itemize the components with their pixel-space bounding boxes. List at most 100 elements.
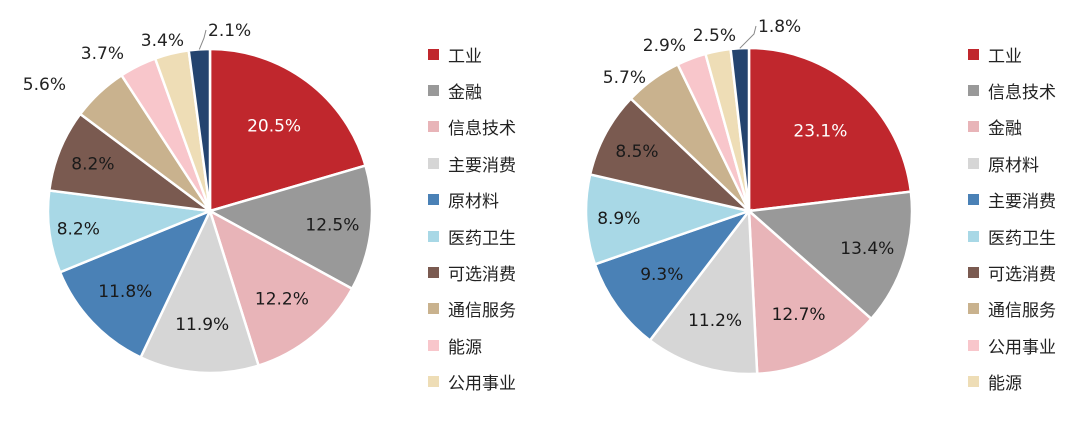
legend-label: 能源 xyxy=(988,374,1022,395)
data-label-chart1-4: 11.8% xyxy=(98,282,152,302)
legend-chart-1: 工业金融信息技术主要消费原材料医药卫生可选消费通信服务能源公用事业 xyxy=(428,36,516,400)
legend-swatch xyxy=(428,85,439,97)
pie-slice-chart1-2 xyxy=(207,208,354,368)
legend-item-chart1-8: 能源 xyxy=(428,327,516,363)
legend-label: 工业 xyxy=(988,46,1022,67)
data-label-chart2-2: 12.7% xyxy=(772,305,826,325)
data-label-chart2-9: 2.5% xyxy=(693,26,736,46)
legend-label: 原材料 xyxy=(448,192,499,213)
legend-label: 主要消费 xyxy=(448,155,516,176)
legend-label: 工业 xyxy=(448,46,482,67)
legend-label: 通信服务 xyxy=(988,301,1056,322)
legend-item-chart1-1: 金融 xyxy=(428,72,516,108)
legend-label: 信息技术 xyxy=(988,83,1056,104)
data-label-chart1-1: 12.5% xyxy=(305,215,359,235)
legend-swatch xyxy=(968,121,979,133)
pie-slice-chart1-0 xyxy=(208,47,368,213)
pie-slice-chart1-4 xyxy=(58,208,213,360)
legend-swatch xyxy=(968,230,979,242)
pie-slice-chart2-3 xyxy=(648,207,759,376)
legend-swatch xyxy=(968,303,979,315)
legend-swatch xyxy=(968,85,979,97)
pie-slice-chart1-1 xyxy=(206,164,374,291)
legend-label: 通信服务 xyxy=(448,301,516,322)
legend-item-chart2-6: 可选消费 xyxy=(968,254,1056,290)
data-label-chart2-6: 8.5% xyxy=(615,142,658,162)
legend-label: 可选消费 xyxy=(448,265,516,286)
legend-label: 公用事业 xyxy=(448,374,516,395)
legend-swatch xyxy=(428,376,439,388)
legend-swatch xyxy=(968,157,979,169)
legend-swatch xyxy=(428,339,439,351)
data-label-chart1-0: 20.5% xyxy=(247,117,301,137)
legend-label: 原材料 xyxy=(988,155,1039,176)
data-label-chart2-0: 23.1% xyxy=(793,122,847,142)
data-label-chart1-9: 3.4% xyxy=(141,31,184,51)
legend-swatch xyxy=(968,376,979,388)
legend-swatch xyxy=(428,194,439,206)
legend-swatch xyxy=(968,267,979,279)
legend-swatch xyxy=(968,339,979,351)
leader-line-chart2 xyxy=(739,25,757,49)
legend-swatch xyxy=(428,303,439,315)
data-label-chart2-7: 5.7% xyxy=(603,68,646,88)
legend-label: 能源 xyxy=(448,337,482,358)
legend-item-chart2-3: 原材料 xyxy=(968,145,1056,181)
legend-label: 医药卫生 xyxy=(988,228,1056,249)
data-label-chart2-4: 9.3% xyxy=(640,265,683,285)
pie-slice-chart2-4 xyxy=(593,208,753,343)
pie-slice-chart2-6 xyxy=(588,96,754,214)
data-label-chart2-8: 2.9% xyxy=(643,36,686,56)
legend-item-chart2-8: 公用事业 xyxy=(968,327,1056,363)
legend-item-chart1-6: 可选消费 xyxy=(428,254,516,290)
data-label-chart2-5: 8.9% xyxy=(597,209,640,229)
data-label-chart1-2: 12.2% xyxy=(255,290,309,310)
legend-item-chart1-4: 原材料 xyxy=(428,182,516,218)
data-label-chart2-3: 11.2% xyxy=(688,311,742,331)
legend-swatch xyxy=(428,157,439,169)
legend-swatch xyxy=(428,121,439,133)
leader-line-chart1 xyxy=(198,29,207,50)
data-label-chart1-8: 3.7% xyxy=(81,44,124,64)
legend-label: 信息技术 xyxy=(448,119,516,140)
data-label-chart1-7: 5.6% xyxy=(23,75,66,95)
legend-item-chart2-0: 工业 xyxy=(968,36,1056,72)
data-label-chart1-3: 11.9% xyxy=(175,315,229,335)
data-label-chart1-5: 8.2% xyxy=(57,219,100,239)
pie-slice-chart2-2 xyxy=(747,208,874,376)
legend-item-chart2-4: 主要消费 xyxy=(968,182,1056,218)
legend-swatch xyxy=(428,48,439,60)
legend-item-chart2-2: 金融 xyxy=(968,109,1056,145)
legend-item-chart1-7: 通信服务 xyxy=(428,291,516,327)
legend-item-chart1-2: 信息技术 xyxy=(428,109,516,145)
data-label-chart2-1: 13.4% xyxy=(840,239,894,259)
pie-slice-chart2-1 xyxy=(746,190,914,321)
legend-swatch xyxy=(428,267,439,279)
legend-label: 金融 xyxy=(988,119,1022,140)
legend-item-chart2-7: 通信服务 xyxy=(968,291,1056,327)
legend-item-chart2-1: 信息技术 xyxy=(968,72,1056,108)
legend-item-chart2-5: 医药卫生 xyxy=(968,218,1056,254)
data-label-chart1-10: 2.1% xyxy=(208,21,251,41)
legend-label: 医药卫生 xyxy=(448,228,516,249)
legend-swatch xyxy=(968,194,979,206)
legend-label: 金融 xyxy=(448,83,482,104)
legend-item-chart1-3: 主要消费 xyxy=(428,145,516,181)
legend-item-chart1-9: 公用事业 xyxy=(428,364,516,400)
legend-label: 公用事业 xyxy=(988,337,1056,358)
legend-item-chart1-5: 医药卫生 xyxy=(428,218,516,254)
legend-label: 主要消费 xyxy=(988,192,1056,213)
legend-swatch xyxy=(428,230,439,242)
legend-item-chart1-0: 工业 xyxy=(428,36,516,72)
data-label-chart2-10: 1.8% xyxy=(758,17,801,37)
pie-slice-chart2-5 xyxy=(584,172,754,266)
legend-item-chart2-9: 能源 xyxy=(968,364,1056,400)
legend-swatch xyxy=(968,48,979,60)
pie-slice-chart1-3 xyxy=(138,207,261,375)
data-label-chart1-6: 8.2% xyxy=(71,155,114,175)
legend-chart-2: 工业信息技术金融原材料主要消费医药卫生可选消费通信服务公用事业能源 xyxy=(968,36,1056,400)
pie-slice-chart2-0 xyxy=(747,46,913,213)
legend-label: 可选消费 xyxy=(988,265,1056,286)
